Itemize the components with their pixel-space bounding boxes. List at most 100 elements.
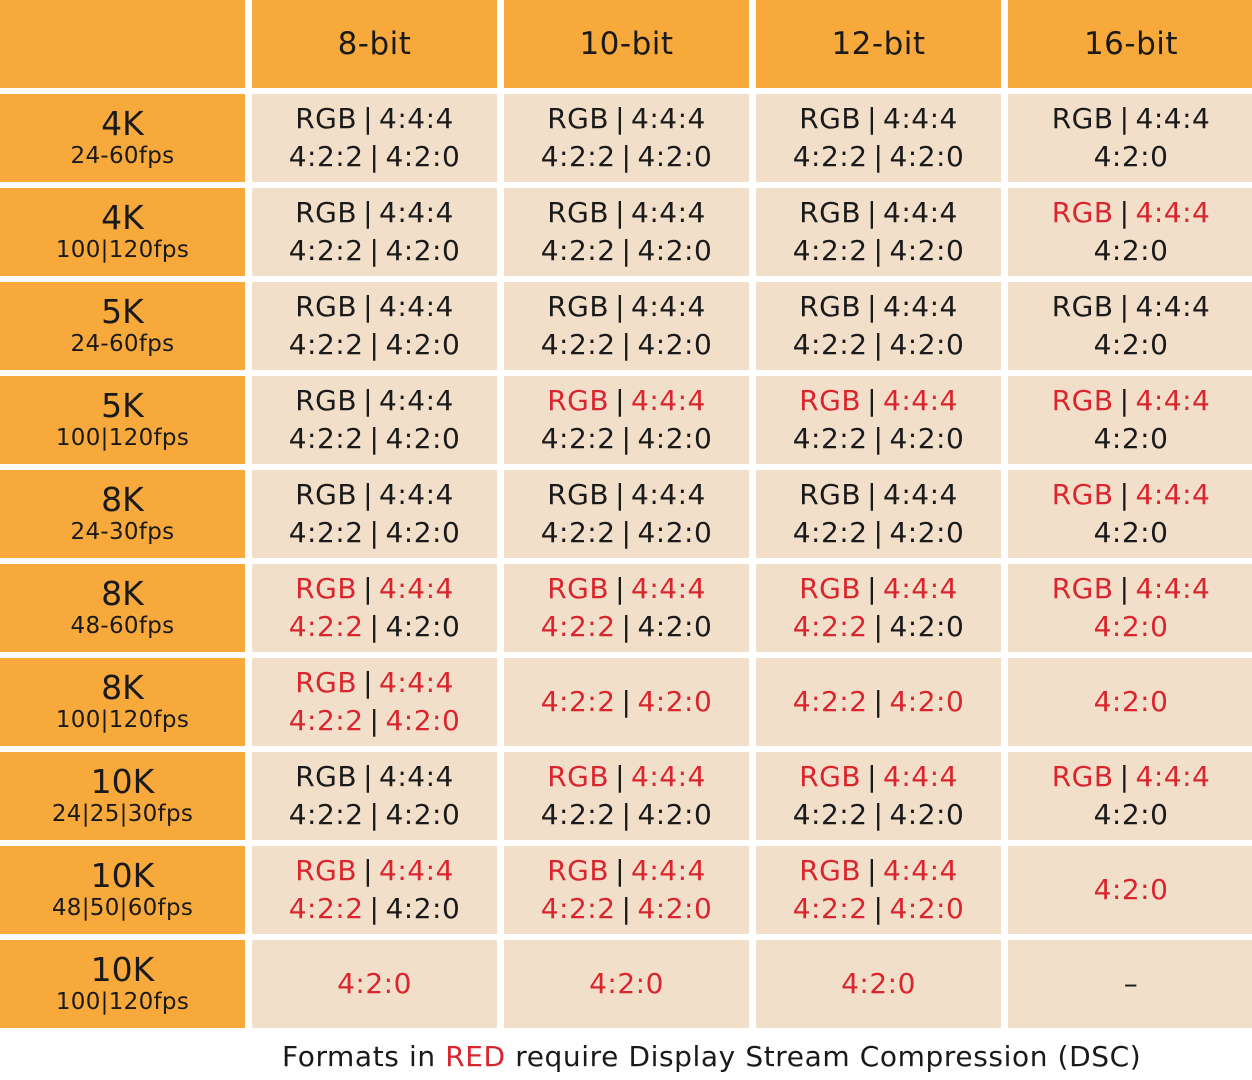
format-line: RGB | 4:4:4 [295, 758, 454, 796]
format-cell: 4:2:2 | 4:2:0 [756, 658, 1001, 746]
format-line: 4:2:2 | 4:2:0 [289, 514, 461, 552]
separator: | [1119, 572, 1130, 605]
format-value-dsc: RGB [1051, 196, 1114, 229]
format-cell: 4:2:2 | 4:2:0 [504, 658, 749, 746]
format-value: 4:2:0 [385, 516, 461, 549]
format-value: RGB [295, 384, 358, 417]
format-line: RGB | 4:4:4 [547, 288, 706, 326]
format-line: 4:2:2 | 4:2:0 [793, 608, 965, 646]
format-cell: RGB | 4:4:4 4:2:2 | 4:2:0 [252, 564, 497, 652]
format-value: 4:2:2 [792, 328, 868, 361]
separator: | [873, 422, 884, 455]
format-cell: RGB | 4:4:4 4:2:0 [1008, 470, 1252, 558]
format-value: 4:2:0 [637, 234, 713, 267]
format-value: 4:2:0 [385, 328, 461, 361]
row-header: 5K 24-60fps [0, 282, 245, 370]
format-value-dsc: 4:2:2 [792, 685, 868, 718]
separator: | [369, 234, 380, 267]
separator: | [873, 685, 884, 718]
separator: | [867, 196, 877, 229]
format-value: 4:2:0 [637, 798, 713, 831]
framerate-label: 100|120fps [55, 237, 190, 263]
format-line: 4:2:2 | 4:2:0 [289, 608, 461, 646]
format-value-dsc: RGB [799, 384, 862, 417]
format-line: 4:2:2 | 4:2:0 [289, 138, 461, 176]
separator: | [615, 572, 625, 605]
format-value: 4:4:4 [631, 478, 706, 511]
format-value: 4:2:0 [889, 798, 965, 831]
format-line: 4:2:2 | 4:2:0 [541, 138, 713, 176]
format-value: 4:4:4 [883, 290, 958, 323]
legend-prefix: Formats in [282, 1040, 446, 1073]
corner-cell [0, 0, 245, 88]
format-value-dsc: 4:2:0 [637, 685, 713, 718]
format-value: 4:2:2 [540, 328, 616, 361]
format-cell: RGB | 4:4:4 4:2:2 | 4:2:0 [252, 376, 497, 464]
framerate-label: 100|120fps [55, 425, 190, 451]
dsc-format-table: 8-bit 10-bit 12-bit 16-bit 4K 24-60fps RGB… [0, 0, 1252, 1028]
format-value: – [1123, 967, 1139, 1000]
format-value-dsc: 4:2:2 [288, 892, 364, 925]
format-line: RGB | 4:4:4 [295, 476, 454, 514]
format-value-dsc: 4:4:4 [631, 760, 706, 793]
resolution-label: 4K [101, 104, 144, 143]
separator: | [873, 610, 884, 643]
format-line: RGB | 4:4:4 [295, 100, 454, 138]
separator: | [873, 892, 884, 925]
separator: | [363, 666, 373, 699]
resolution-label: 10K [90, 762, 155, 801]
format-cell: RGB | 4:4:4 4:2:2 | 4:2:0 [756, 564, 1001, 652]
separator: | [615, 196, 625, 229]
separator: | [1119, 102, 1130, 135]
format-value: 4:2:2 [540, 140, 616, 173]
format-value: 4:2:0 [889, 328, 965, 361]
format-value-dsc: 4:2:0 [385, 704, 461, 737]
resolution-label: 8K [101, 480, 144, 519]
format-line: 4:2:2 | 4:2:0 [289, 890, 461, 928]
format-value: 4:2:0 [385, 422, 461, 455]
resolution-label: 5K [101, 292, 144, 331]
format-value: 4:4:4 [1135, 102, 1211, 135]
format-line: 4:2:2 | 4:2:0 [289, 796, 461, 834]
format-value: RGB [799, 196, 862, 229]
resolution-label: 8K [101, 574, 144, 613]
format-value: 4:4:4 [631, 196, 706, 229]
format-value: 4:4:4 [379, 384, 454, 417]
format-value-dsc: 4:4:4 [883, 384, 958, 417]
format-line: 4:2:0 [1094, 420, 1169, 458]
format-cell: RGB | 4:4:4 4:2:2 | 4:2:0 [252, 470, 497, 558]
format-value: 4:2:2 [792, 422, 868, 455]
row-header: 10K 48|50|60fps [0, 846, 245, 934]
separator: | [867, 478, 877, 511]
format-line: RGB | 4:4:4 [1052, 382, 1211, 420]
format-cell: RGB | 4:4:4 4:2:0 [1008, 752, 1252, 840]
format-cell: RGB | 4:4:4 4:2:0 [1008, 376, 1252, 464]
format-value: 4:2:2 [792, 140, 868, 173]
format-value: 4:4:4 [631, 102, 706, 135]
format-line: 4:2:2 | 4:2:0 [541, 608, 713, 646]
format-line: RGB | 4:4:4 [799, 758, 958, 796]
resolution-label: 10K [90, 856, 155, 895]
separator: | [873, 328, 884, 361]
format-value: 4:2:0 [637, 422, 713, 455]
separator: | [363, 290, 373, 323]
separator: | [1119, 384, 1130, 417]
format-value: RGB [295, 290, 358, 323]
format-value: 4:4:4 [883, 102, 958, 135]
format-line: RGB | 4:4:4 [1052, 758, 1211, 796]
format-line: 4:2:2 | 4:2:0 [289, 702, 461, 740]
format-line: 4:2:0 [1094, 683, 1169, 721]
format-value: 4:2:0 [637, 610, 713, 643]
separator: | [363, 478, 373, 511]
format-line: 4:2:0 [1094, 871, 1169, 909]
format-line: RGB | 4:4:4 [1052, 100, 1211, 138]
format-value-dsc: 4:2:2 [792, 892, 868, 925]
format-value-dsc: 4:2:0 [337, 967, 412, 1000]
format-value: 4:2:0 [385, 140, 461, 173]
format-value: RGB [547, 196, 610, 229]
format-cell: RGB | 4:4:4 4:2:2 | 4:2:0 [252, 658, 497, 746]
format-cell: RGB | 4:4:4 4:2:0 [1008, 94, 1252, 182]
format-value: 4:4:4 [883, 478, 958, 511]
format-value: 4:2:0 [385, 892, 461, 925]
format-line: RGB | 4:4:4 [295, 852, 454, 890]
